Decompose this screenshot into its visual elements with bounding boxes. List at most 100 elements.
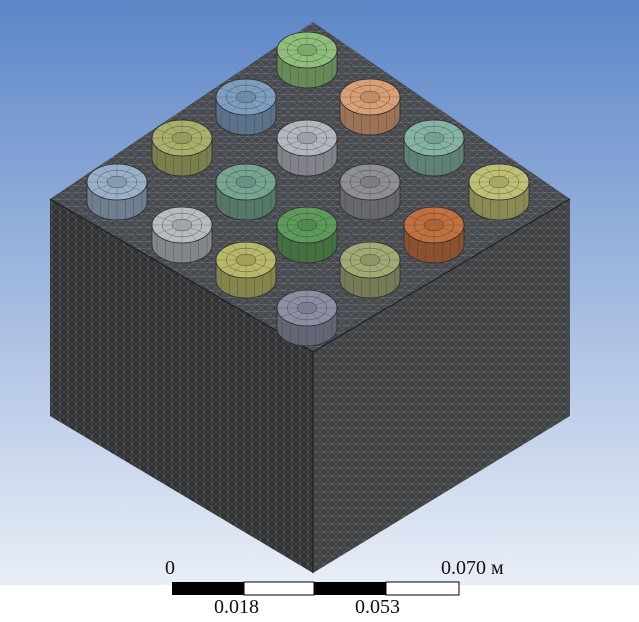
cylinder-top-spoke bbox=[503, 166, 515, 177]
cylinder-top-spoke bbox=[343, 250, 362, 258]
cylinder-top-spoke bbox=[311, 209, 323, 220]
scale-bar-segment-2 bbox=[243, 581, 315, 596]
cylinder-top-spoke bbox=[354, 102, 366, 113]
cylinder-top-spoke bbox=[90, 184, 109, 192]
scale-label-mid1: 0.018 bbox=[214, 596, 259, 618]
cyl-teal-2 bbox=[215, 163, 277, 221]
cylinder-top-spoke bbox=[311, 143, 323, 154]
cylinder-top-spoke bbox=[190, 140, 209, 148]
cylinder-top-spoke bbox=[418, 122, 430, 133]
cylinder-top-core bbox=[171, 218, 193, 232]
cube-right-face bbox=[313, 199, 570, 573]
cylinder-top-spoke bbox=[343, 184, 362, 192]
cylinder-top-spoke bbox=[374, 81, 386, 92]
cylinder-top-spoke bbox=[166, 122, 178, 133]
cylinder-top-core bbox=[488, 175, 510, 189]
cylinder-top-spoke bbox=[311, 292, 323, 303]
cylinder-top-spoke bbox=[407, 215, 426, 223]
cylinder-top-spoke bbox=[354, 81, 366, 92]
cylinder-top-core bbox=[359, 175, 381, 189]
cylinder-top-core bbox=[296, 218, 318, 232]
cylinder-top-spoke bbox=[250, 244, 262, 255]
cylinder-top-spoke bbox=[101, 166, 113, 177]
cylinder-top-spoke bbox=[354, 244, 366, 255]
cyl-grey-3 bbox=[151, 206, 213, 264]
cylinder-top-spoke bbox=[503, 187, 515, 198]
cylinder-top-spoke bbox=[378, 87, 397, 95]
cylinder-top-spoke bbox=[230, 102, 242, 113]
cyl-olive-1 bbox=[151, 119, 213, 177]
cylinder-top-spoke bbox=[291, 143, 303, 154]
cylinder-top-spoke bbox=[250, 265, 262, 276]
cylinder-top-core bbox=[296, 301, 318, 315]
cylinder-top-spoke bbox=[407, 227, 426, 235]
cyl-grey-4 bbox=[276, 289, 338, 347]
cylinder-top-spoke bbox=[291, 230, 303, 241]
cylinder-top-spoke bbox=[311, 313, 323, 324]
cylinder-top-spoke bbox=[418, 143, 430, 154]
cylinder-top-spoke bbox=[378, 262, 397, 270]
cyl-orange-2 bbox=[403, 206, 465, 264]
scale-bar-segment-3 bbox=[314, 582, 386, 595]
cylinder-array bbox=[86, 31, 530, 347]
cyl-teal-1 bbox=[403, 119, 465, 177]
cylinder-top-spoke bbox=[250, 166, 262, 177]
cyl-grey-1 bbox=[276, 119, 338, 177]
cylinder-top-spoke bbox=[311, 230, 323, 241]
scale-bar-segment-1 bbox=[172, 582, 244, 595]
cylinder-top-spoke bbox=[121, 187, 133, 198]
cylinder-top-spoke bbox=[101, 187, 113, 198]
cylinder-top-spoke bbox=[311, 55, 323, 66]
cylinder-top-spoke bbox=[280, 215, 299, 223]
cylinder-top-core bbox=[359, 253, 381, 267]
cyl-green-2 bbox=[276, 206, 338, 264]
cylinder-top-spoke bbox=[155, 128, 174, 136]
cylinder-top-spoke bbox=[378, 184, 397, 192]
cylinder-top-spoke bbox=[315, 128, 334, 136]
cylinder-top-spoke bbox=[374, 166, 386, 177]
cylinder-top-core bbox=[235, 253, 257, 267]
cylinder-top-spoke bbox=[438, 230, 450, 241]
cylinder-top-spoke bbox=[186, 209, 198, 220]
cylinder-top-spoke bbox=[374, 102, 386, 113]
cylinder-top-spoke bbox=[254, 184, 273, 192]
cylinder-top-spoke bbox=[472, 172, 491, 180]
cylinder-top-spoke bbox=[280, 40, 299, 48]
cyl-grey-2 bbox=[339, 163, 401, 221]
cylinder-top-spoke bbox=[438, 143, 450, 154]
cylinder-top-spoke bbox=[315, 140, 334, 148]
cylinder-top-spoke bbox=[418, 230, 430, 241]
cylinder-top-spoke bbox=[418, 209, 430, 220]
cylinder-top-core bbox=[235, 175, 257, 189]
cylinder-top-spoke bbox=[507, 172, 526, 180]
cylinder-top-spoke bbox=[219, 262, 238, 270]
cylinder-top-spoke bbox=[186, 122, 198, 133]
cylinder-top-spoke bbox=[442, 140, 461, 148]
cylinder-top-core bbox=[423, 218, 445, 232]
cylinder-top-spoke bbox=[280, 140, 299, 148]
cylinder-top-spoke bbox=[378, 250, 397, 258]
cylinder-top-core bbox=[359, 90, 381, 104]
cylinder-top-spoke bbox=[186, 143, 198, 154]
cylinder-top-spoke bbox=[315, 298, 334, 306]
cylinder-top-spoke bbox=[186, 230, 198, 241]
scale-label-start: 0 bbox=[165, 557, 175, 579]
cylinder-top-spoke bbox=[291, 313, 303, 324]
scale-bar-segment-4 bbox=[385, 581, 460, 596]
cylinder-top-spoke bbox=[166, 143, 178, 154]
cylinder-top-spoke bbox=[291, 209, 303, 220]
cylinder-top-spoke bbox=[230, 244, 242, 255]
cube-left-face bbox=[50, 199, 313, 573]
cylinder-top-spoke bbox=[125, 184, 144, 192]
cylinder-top-spoke bbox=[254, 250, 273, 258]
cylinder-top-spoke bbox=[230, 265, 242, 276]
cylinder-top-spoke bbox=[407, 140, 426, 148]
cylinder-top-spoke bbox=[315, 310, 334, 318]
cylinder-top-spoke bbox=[315, 215, 334, 223]
cylinder-top-spoke bbox=[280, 227, 299, 235]
cylinder-top-spoke bbox=[311, 122, 323, 133]
cylinder-top-spoke bbox=[374, 187, 386, 198]
cylinder-top-spoke bbox=[472, 184, 491, 192]
scale-bar bbox=[172, 581, 460, 596]
cylinder-top-spoke bbox=[343, 262, 362, 270]
